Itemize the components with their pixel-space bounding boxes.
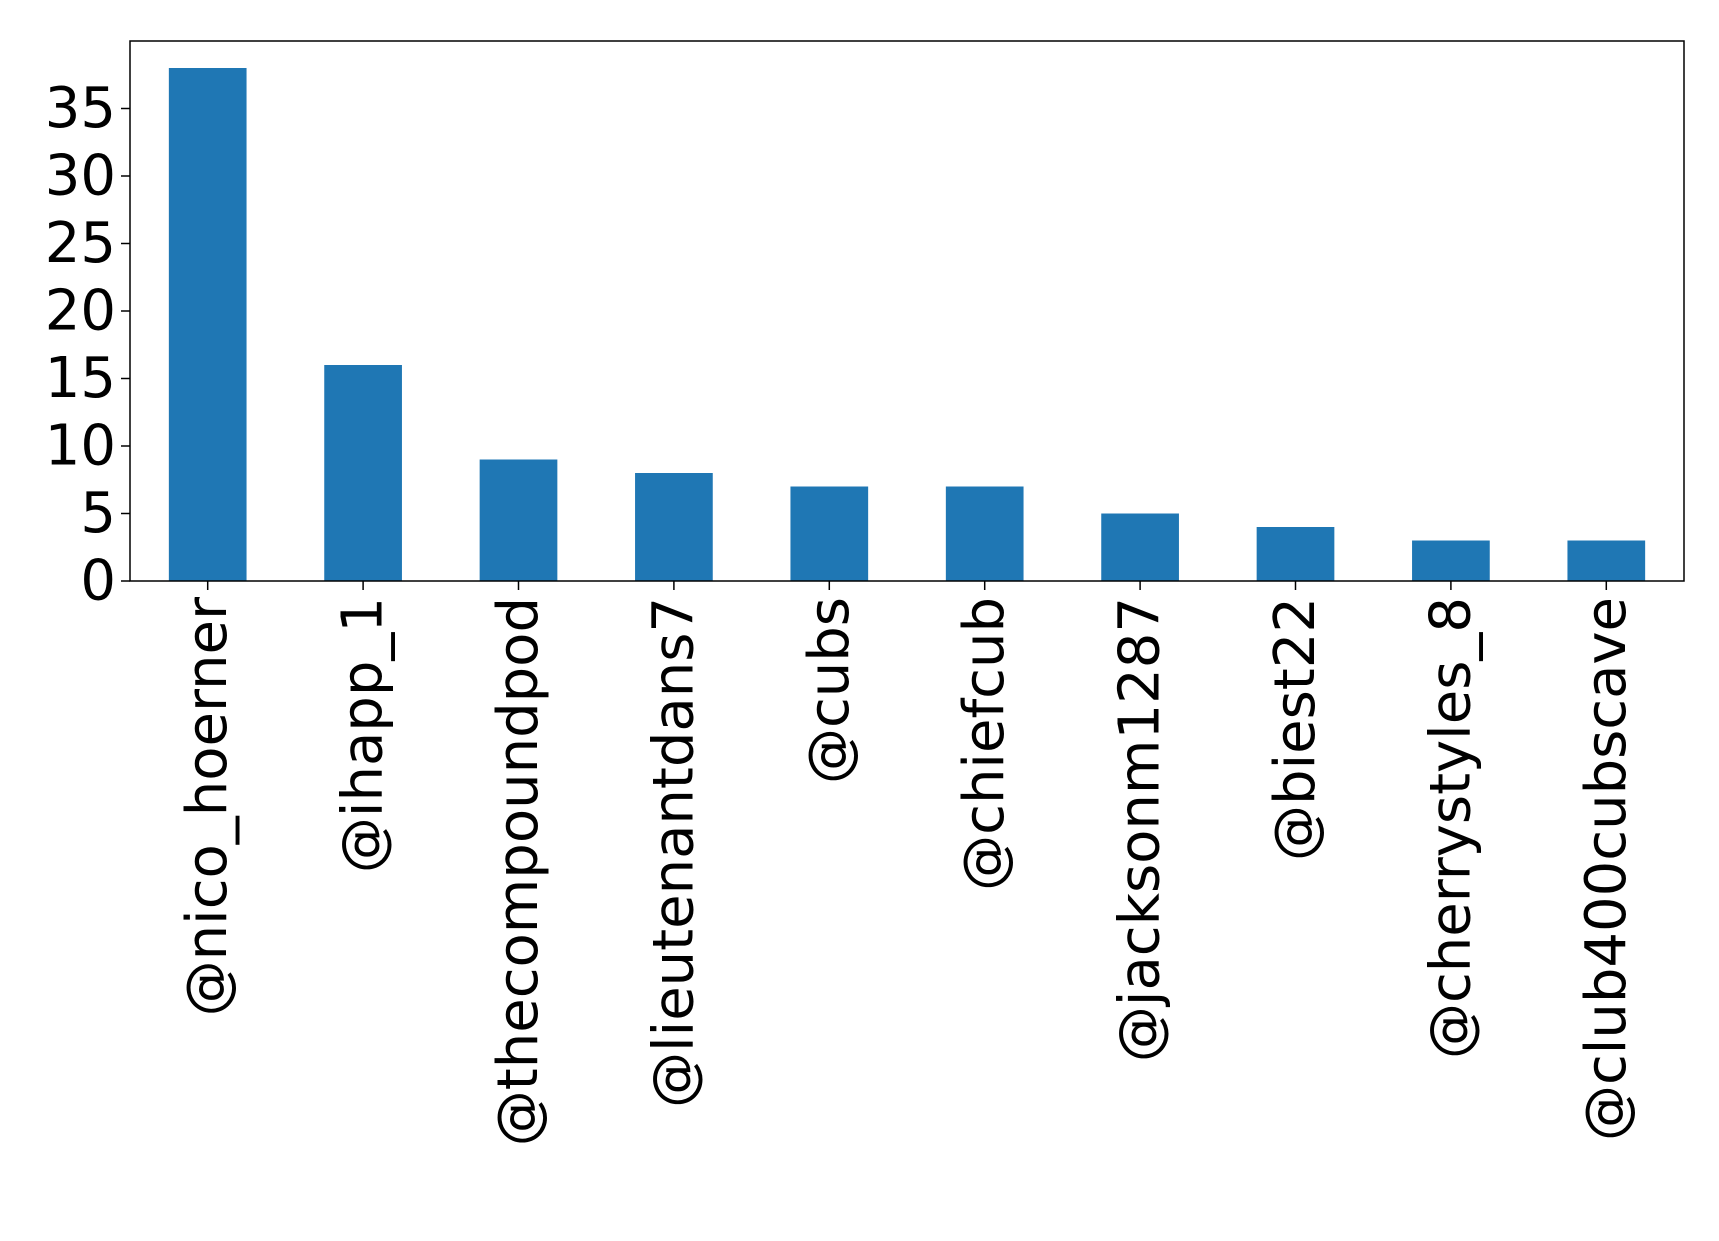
x-tick-label-9: @club400cubscave [1574, 597, 1639, 1141]
bar-8 [1412, 540, 1490, 581]
bar-9 [1567, 540, 1646, 581]
bar-0 [168, 68, 247, 581]
bar-5 [945, 486, 1024, 581]
bar-2 [479, 459, 558, 581]
x-tick-label-3: @lieutenantdans7 [641, 597, 706, 1108]
bar-7 [1256, 527, 1335, 581]
y-tick-label-5: 25 [45, 211, 116, 276]
x-tick-label-4: @cubs [797, 597, 862, 784]
bar-6 [1101, 513, 1179, 581]
y-tick-label-6: 30 [45, 144, 116, 209]
bars-group [168, 68, 1646, 581]
y-tick-label-7: 35 [45, 76, 116, 141]
x-tick-label-1: @ihapp_1 [331, 597, 396, 873]
x-tick-label-7: @biest22 [1263, 597, 1328, 861]
bar-4 [790, 486, 869, 581]
plot-frame [129, 40, 1685, 582]
y-tick-label-4: 20 [45, 279, 116, 344]
bar-1 [324, 365, 402, 581]
x-tick-label-2: @thecompoundpod [486, 597, 551, 1146]
bar-3 [635, 473, 713, 581]
y-tick-label-0: 0 [80, 549, 116, 614]
y-tick-label-1: 5 [80, 481, 116, 546]
x-axis: @nico_hoerner @ihapp_1 @thecompoundpod @lie… [175, 581, 1639, 1146]
x-tick-label-5: @chiefcub [952, 597, 1017, 891]
y-tick-label-3: 15 [45, 346, 116, 411]
x-tick-label-6: @jacksonm1287 [1108, 597, 1173, 1062]
x-tick-label-0: @nico_hoerner [175, 596, 240, 1016]
y-tick-label-2: 10 [45, 414, 116, 479]
x-tick-label-8: @cherrystyles_8 [1418, 597, 1483, 1059]
